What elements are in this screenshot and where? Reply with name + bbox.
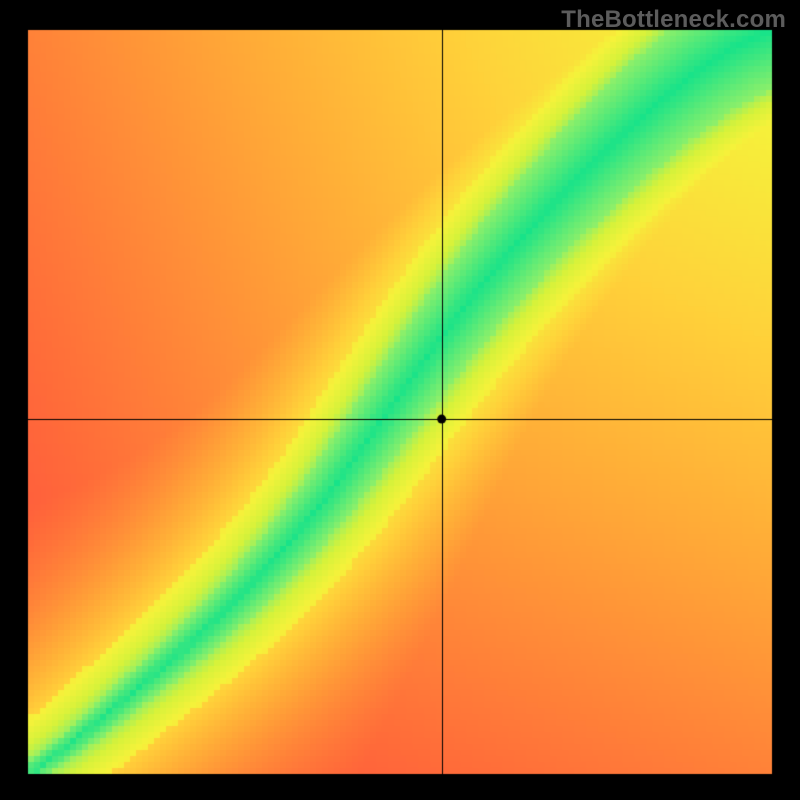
bottleneck-heatmap-canvas [0,0,800,800]
chart-container: TheBottleneck.com [0,0,800,800]
